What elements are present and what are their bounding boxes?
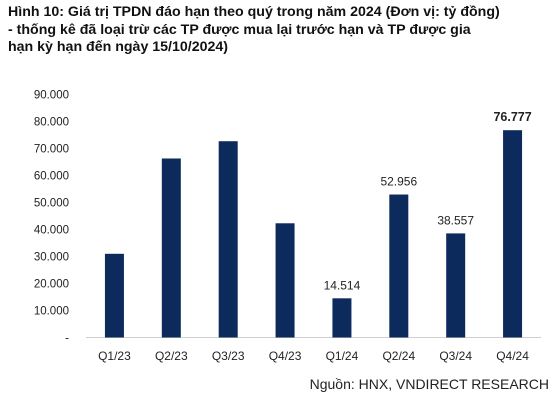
- x-tick-label: Q3/24: [439, 349, 472, 363]
- x-tick-label: Q4/23: [269, 349, 302, 363]
- title-line-3: hạn kỳ hạn đến ngày 15/10/2024): [8, 39, 229, 55]
- x-tick-label: Q2/23: [155, 349, 188, 363]
- y-tick-label: 40.000: [34, 225, 69, 237]
- x-tick-label: Q2/24: [382, 349, 415, 363]
- data-label: 52.956: [380, 175, 417, 189]
- y-tick-label: 50.000: [34, 198, 69, 210]
- y-tick-label: 70.000: [34, 144, 69, 156]
- y-tick-label: 90.000: [34, 90, 69, 102]
- x-tick-label: Q4/24: [496, 349, 529, 363]
- bar: [503, 130, 523, 338]
- x-tick-label: Q1/24: [326, 349, 359, 363]
- data-label: 76.777: [493, 110, 531, 124]
- y-tick-label: -: [65, 333, 69, 345]
- y-tick-label: 20.000: [34, 279, 69, 291]
- bar: [446, 233, 466, 338]
- x-tick-label: Q3/23: [212, 349, 245, 363]
- y-tick-label: 10.000: [34, 306, 69, 318]
- source-note: Nguồn: HNX, VNDIRECT RESEARCH: [309, 376, 549, 392]
- data-label: 38.557: [437, 213, 474, 227]
- bar: [161, 158, 181, 338]
- bar: [104, 253, 124, 338]
- y-tick-label: 80.000: [34, 117, 69, 129]
- bar: [275, 223, 295, 338]
- chart-title: Hình 10: Giá trị TPDN đáo hạn theo quý t…: [8, 4, 553, 57]
- bar: [389, 194, 409, 338]
- x-tick-label: Q1/23: [98, 349, 131, 363]
- title-line-1: Hình 10: Giá trị TPDN đáo hạn theo quý t…: [8, 4, 500, 20]
- y-tick-label: 60.000: [34, 171, 69, 183]
- bar: [332, 298, 352, 338]
- title-line-2: - thống kê đã loại trừ các TP được mua l…: [8, 21, 471, 38]
- y-tick-label: 30.000: [34, 252, 69, 264]
- bar: [218, 141, 238, 338]
- data-label: 14.514: [324, 278, 361, 292]
